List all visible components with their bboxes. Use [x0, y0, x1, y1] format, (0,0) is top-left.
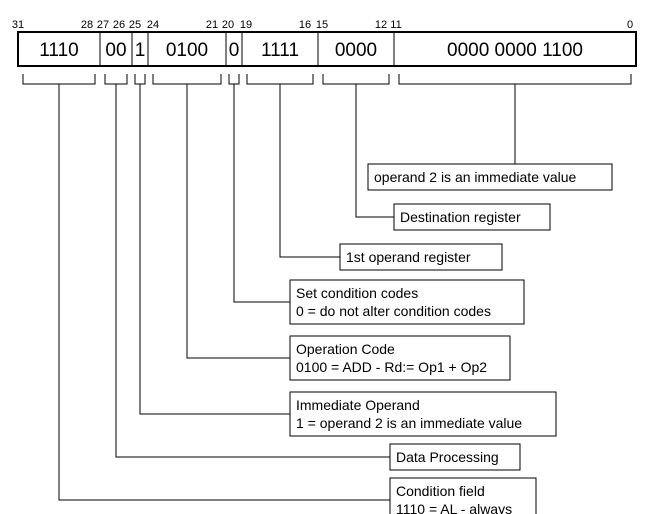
field-value: 0	[229, 40, 240, 61]
callout-text-immop: Immediate Operand	[296, 397, 420, 413]
bit-index: 24	[147, 19, 159, 31]
bit-index: 26	[113, 19, 125, 31]
callout-text-setcc: 0 = do not alter condition codes	[296, 303, 491, 319]
field-value: 00	[105, 40, 126, 61]
bit-index: 12	[375, 19, 387, 31]
field-value: 1	[135, 40, 146, 61]
bit-index: 20	[222, 19, 234, 31]
callout-text-cond: 1110 = AL - always	[396, 501, 512, 514]
bit-index: 28	[81, 19, 93, 31]
bit-index: 27	[97, 19, 109, 31]
field-value: 0000 0000 1100	[447, 40, 583, 61]
field-value: 0000	[335, 40, 377, 61]
bit-index: 11	[390, 19, 401, 31]
callout-text-opcode: 0100 = ADD - Rd:= Op1 + Op2	[296, 359, 487, 375]
bit-index: 15	[316, 19, 328, 31]
bit-index: 0	[627, 19, 633, 31]
field-value: 0100	[166, 40, 208, 61]
callout-text-cond: Condition field	[396, 483, 485, 499]
callout-text-op2: operand 2 is an immediate value	[374, 169, 577, 185]
callout-text-rn: 1st operand register	[346, 249, 471, 265]
bit-index: 25	[129, 19, 141, 31]
callout-text-immop: 1 = operand 2 is an immediate value	[296, 415, 522, 431]
bit-index: 21	[206, 19, 218, 31]
field-value: 1110	[39, 40, 78, 61]
bit-index: 16	[299, 19, 311, 31]
callout-text-opcode: Operation Code	[296, 341, 395, 357]
callout-text-rd: Destination register	[400, 209, 521, 225]
callout-text-dp: Data Processing	[396, 449, 499, 465]
bit-index: 19	[240, 19, 252, 31]
field-value: 1111	[261, 40, 299, 61]
callout-text-setcc: Set condition codes	[296, 285, 418, 301]
bit-index: 31	[12, 19, 24, 31]
